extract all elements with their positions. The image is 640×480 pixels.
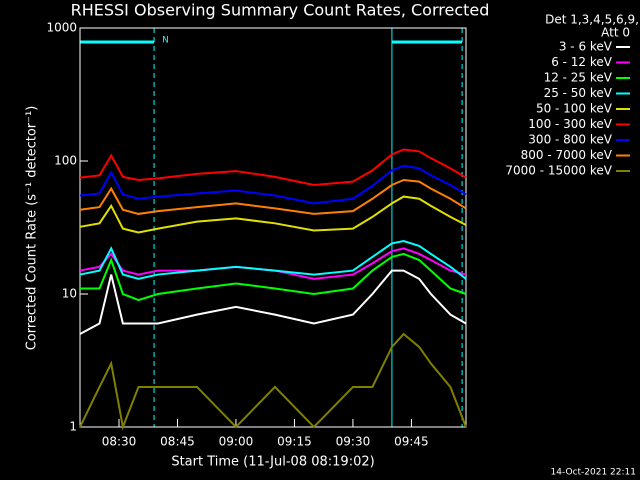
series-line: [80, 252, 467, 302]
series-line: [79, 269, 467, 335]
series-line: [79, 178, 467, 215]
chart-title: RHESSI Observing Summary Count Rates, Co…: [71, 1, 490, 20]
legend-label: 3 - 6 keV: [559, 40, 613, 54]
y-axis-label: Corrected Count Rate (s⁻¹ detector⁻¹): [25, 106, 40, 351]
footer: 14-Oct-2021 22:11: [551, 468, 636, 478]
legend-label: 300 - 800 keV: [528, 133, 612, 147]
y-tick-label: 1: [69, 420, 77, 434]
series-line: [79, 332, 467, 431]
legend-label: 6 - 12 keV: [551, 55, 613, 69]
x-tick-label: 08:45: [160, 435, 195, 449]
plot-frame: [79, 27, 467, 428]
series-line: [79, 148, 467, 187]
y-tick-label: 10: [62, 287, 77, 301]
legend-header: Att 0: [601, 26, 630, 40]
legend-label: 7000 - 15000 keV: [505, 164, 612, 178]
series-line: [79, 164, 467, 205]
legend-label: 12 - 25 keV: [544, 71, 613, 85]
legend-label: 25 - 50 keV: [544, 86, 613, 100]
x-tick-label: 09:30: [336, 435, 371, 449]
legend-header: Det 1,3,4,5,6,9,: [545, 13, 639, 27]
series-line: [79, 195, 467, 234]
series-line: [79, 247, 467, 280]
x-tick-label: 09:15: [277, 435, 312, 449]
series-line: [79, 240, 467, 280]
legend-label: 100 - 300 keV: [528, 117, 612, 131]
y-tick-label: 1000: [46, 21, 77, 35]
x-axis-label: Start Time (11-Jul-08 08:19:02): [171, 455, 374, 470]
interval-label: N: [162, 36, 169, 46]
y-tick-label: 100: [54, 154, 77, 168]
x-tick-label: 09:45: [394, 435, 429, 449]
legend-label: 50 - 100 keV: [536, 102, 613, 116]
legend-label: 800 - 7000 keV: [521, 148, 613, 162]
x-tick-label: 09:00: [219, 435, 254, 449]
x-tick-label: 08:30: [102, 435, 137, 449]
